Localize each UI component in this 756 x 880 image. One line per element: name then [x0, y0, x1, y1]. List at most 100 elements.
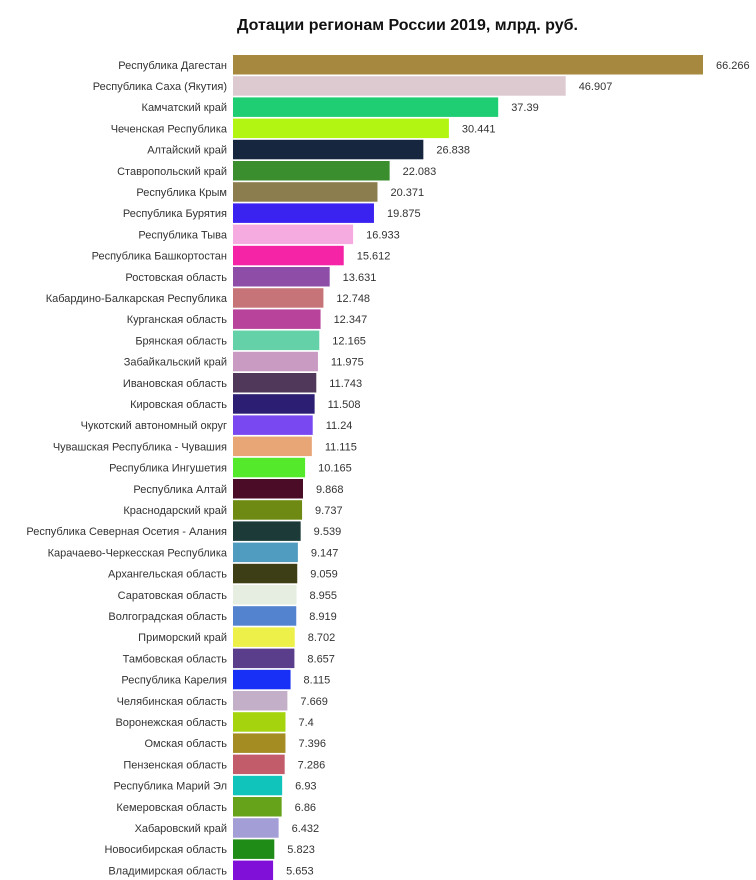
- category-label: Ростовская область: [125, 272, 227, 284]
- value-label: 5.653: [286, 865, 314, 877]
- category-label: Республика Карелия: [121, 675, 227, 687]
- category-label: Кемеровская область: [116, 802, 227, 814]
- category-label: Республика Бурятия: [123, 208, 227, 220]
- category-label: Республика Тыва: [138, 229, 228, 241]
- category-label: Воронежская область: [115, 717, 227, 729]
- bar: [233, 373, 317, 393]
- category-label: Республика Алтай: [133, 484, 227, 496]
- bar: [233, 839, 275, 859]
- value-label: 7.286: [298, 759, 326, 771]
- bar: [233, 627, 295, 647]
- category-label: Ивановская область: [123, 378, 227, 390]
- bar: [233, 182, 378, 202]
- category-label: Новосибирская область: [104, 844, 227, 856]
- category-label: Алтайский край: [147, 145, 227, 157]
- category-label: Камчатский край: [142, 102, 227, 114]
- bar: [233, 818, 279, 838]
- category-label: Ставропольский край: [117, 166, 227, 178]
- value-label: 46.907: [579, 81, 613, 93]
- value-label: 6.432: [292, 823, 320, 835]
- value-label: 15.612: [357, 251, 391, 263]
- category-label: Кабардино-Балкарская Республика: [46, 293, 228, 305]
- category-label: Чувашская Республика - Чувашия: [53, 441, 227, 453]
- bar: [233, 797, 282, 817]
- bar: [233, 585, 297, 605]
- category-label: Хабаровский край: [135, 823, 227, 835]
- bar: [233, 775, 283, 796]
- bar: [233, 415, 313, 435]
- category-label: Республика Саха (Якутия): [93, 81, 227, 93]
- category-label: Брянская область: [135, 335, 227, 347]
- category-label: Республика Марий Эл: [114, 781, 227, 793]
- value-label: 7.669: [300, 696, 328, 708]
- category-label: Республика Крым: [136, 187, 227, 199]
- value-label: 37.39: [511, 102, 539, 114]
- bar: [233, 542, 298, 563]
- value-label: 8.702: [308, 632, 336, 644]
- category-label: Республика Ингушетия: [109, 463, 227, 475]
- bar: [233, 691, 288, 711]
- category-label: Карачаево-Черкесская Республика: [48, 547, 228, 559]
- bar: [233, 479, 303, 499]
- value-label: 6.93: [295, 781, 316, 793]
- value-label: 12.347: [334, 314, 368, 326]
- category-label: Архангельская область: [108, 569, 227, 581]
- value-label: 9.737: [315, 505, 343, 517]
- category-label: Чеченская Республика: [111, 123, 228, 135]
- value-label: 8.919: [309, 611, 337, 623]
- bar: [233, 309, 321, 329]
- value-label: 9.539: [314, 526, 342, 538]
- bar: [233, 712, 286, 732]
- value-label: 16.933: [366, 229, 400, 241]
- value-label: 8.955: [310, 590, 338, 602]
- bar: [233, 139, 424, 160]
- value-label: 22.083: [403, 166, 437, 178]
- value-label: 19.875: [387, 208, 421, 220]
- value-label: 66.266: [716, 60, 750, 72]
- bar: [233, 203, 374, 223]
- category-label: Кировская область: [130, 399, 227, 411]
- value-label: 20.371: [390, 187, 424, 199]
- value-label: 8.657: [307, 653, 335, 665]
- value-label: 9.147: [311, 547, 339, 559]
- value-label: 11.743: [329, 378, 362, 390]
- category-label: Волгоградская область: [108, 611, 227, 623]
- category-label: Республика Башкортостан: [92, 251, 227, 263]
- value-label: 10.165: [318, 463, 352, 475]
- bar: [233, 267, 330, 287]
- bar: [233, 245, 344, 266]
- category-label: Челябинская область: [117, 696, 228, 708]
- bar: [233, 97, 499, 117]
- bar: [233, 521, 301, 541]
- category-label: Забайкальский край: [124, 357, 227, 369]
- value-label: 11.115: [325, 441, 357, 453]
- value-label: 8.115: [304, 675, 331, 687]
- bar: [233, 563, 298, 584]
- bar: [233, 733, 286, 753]
- bar: [233, 351, 318, 372]
- bar: [233, 606, 297, 626]
- bar: [233, 161, 390, 181]
- category-label: Чукотский автономный округ: [81, 420, 227, 432]
- value-label: 6.86: [295, 802, 316, 814]
- value-label: 5.823: [287, 844, 315, 856]
- bar: [233, 118, 449, 139]
- bar: [233, 224, 354, 245]
- category-label: Тамбовская область: [123, 653, 228, 665]
- value-label: 12.165: [332, 335, 366, 347]
- category-label: Приморский край: [138, 632, 227, 644]
- category-label: Курганская область: [127, 314, 228, 326]
- value-label: 9.059: [310, 569, 338, 581]
- bar: [233, 55, 703, 75]
- category-label: Республика Северная Осетия - Алания: [26, 526, 227, 538]
- value-label: 30.441: [462, 123, 496, 135]
- bar: [233, 288, 324, 308]
- bar: [233, 330, 320, 351]
- bar: [233, 436, 312, 457]
- category-label: Краснодарский край: [123, 505, 227, 517]
- value-label: 11.508: [328, 399, 361, 411]
- value-label: 7.396: [298, 738, 326, 750]
- category-label: Омская область: [144, 738, 227, 750]
- category-label: Пензенская область: [123, 759, 227, 771]
